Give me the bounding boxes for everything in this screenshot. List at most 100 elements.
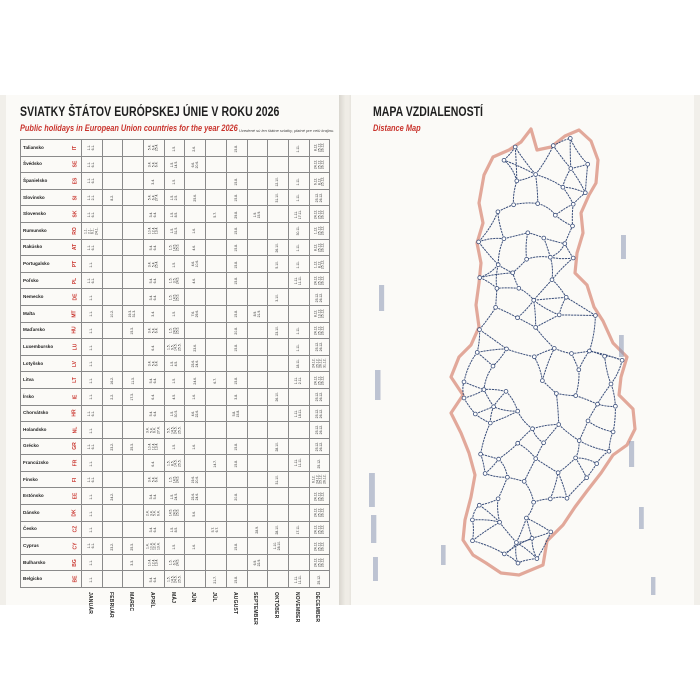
holiday-cell: 15.8. bbox=[225, 437, 248, 456]
holiday-cell bbox=[246, 404, 269, 423]
holiday-cell: 24.2. bbox=[101, 487, 124, 506]
country-name: Česko bbox=[20, 520, 69, 539]
holiday-dates: 1.1. bbox=[89, 493, 94, 500]
month-header: JANUÁR bbox=[82, 588, 103, 641]
road-line bbox=[608, 431, 614, 452]
holiday-cell: 6.4. bbox=[143, 338, 165, 356]
town-marker bbox=[548, 254, 553, 260]
road-line bbox=[505, 391, 519, 412]
road-line bbox=[517, 442, 537, 459]
holiday-cell: 1.5. 24.5. bbox=[163, 487, 186, 506]
town-marker bbox=[541, 235, 547, 241]
road-line bbox=[564, 225, 573, 244]
road-line bbox=[534, 347, 555, 358]
holiday-dates: 1.11. bbox=[295, 177, 300, 186]
town-marker bbox=[594, 461, 600, 466]
holiday-cell bbox=[122, 139, 145, 157]
holiday-cell: 1.5. 8.5. 14.5. 25.5. bbox=[163, 454, 186, 472]
holiday-cell: 25.6. bbox=[184, 188, 207, 207]
town-marker bbox=[493, 305, 498, 310]
holiday-cell: 1.5. bbox=[163, 255, 186, 273]
holiday-cell: 1.5. 8.5. bbox=[163, 520, 186, 539]
country-code-label: LT bbox=[72, 377, 78, 383]
road-line bbox=[551, 279, 567, 298]
town-marker bbox=[495, 262, 501, 268]
country-name: Lotyšsko bbox=[20, 354, 69, 373]
holiday-dates: 10.4. 12.4. 13.4. bbox=[147, 226, 159, 235]
road-line bbox=[503, 232, 528, 240]
road-line bbox=[479, 272, 513, 279]
distance-label bbox=[651, 577, 656, 595]
holiday-cell: 1.1. bbox=[81, 304, 103, 323]
holiday-cell bbox=[205, 421, 227, 439]
road-line bbox=[472, 521, 500, 542]
holiday-dates: 15.8. bbox=[233, 260, 238, 269]
holiday-cell bbox=[246, 421, 269, 439]
holiday-dates: 1.5. 2.5. bbox=[170, 194, 178, 201]
holiday-cell: 3.4. 5.4. bbox=[143, 487, 165, 506]
holiday-cell: 23.6. 24.6. bbox=[184, 487, 207, 506]
road-line bbox=[569, 138, 589, 165]
holiday-dates: 5.4. 6.4. bbox=[149, 244, 157, 251]
holiday-cell: 1.6. bbox=[184, 537, 207, 555]
table-row: Česko CZ 1.1. 3.4. 6.4. 1.5. 8.5. 5.7. 6.7. 28… bbox=[20, 520, 331, 539]
holiday-cell: 24.12. 25.12. 26.12. bbox=[308, 520, 331, 539]
holiday-cell: 3.3. bbox=[122, 553, 145, 572]
table-row: Švédsko SE 1.1. 6.1. 3.4. 5.4. 6.4. 1.5. 14.… bbox=[20, 155, 331, 174]
holiday-cell: 10.4. 12.4. 13.4. bbox=[143, 553, 165, 572]
holiday-cell bbox=[122, 570, 145, 589]
distance-label bbox=[629, 441, 635, 467]
holiday-dates: 1.1. 6.1. bbox=[87, 244, 95, 251]
holiday-cell bbox=[122, 404, 145, 423]
holiday-dates: 6.12. 24.12. 25.12. 26.12. bbox=[311, 474, 326, 485]
holiday-cell bbox=[246, 155, 269, 174]
holiday-dates: 1.11. bbox=[295, 260, 300, 269]
holiday-cell bbox=[205, 172, 227, 190]
country-code: RO bbox=[69, 221, 82, 240]
country-code-label: PT bbox=[71, 260, 78, 268]
holiday-cell: 25.3. bbox=[122, 437, 145, 456]
road-line bbox=[497, 264, 513, 274]
holiday-dates: 1.1. bbox=[89, 427, 94, 434]
country-code-label: CZ bbox=[71, 526, 78, 533]
holiday-dates: 24.2. bbox=[109, 492, 114, 501]
holiday-cell bbox=[122, 354, 145, 373]
holiday-cell: 1.5. 14.5. 25.5. bbox=[163, 288, 186, 306]
town-marker bbox=[510, 270, 516, 276]
town-marker bbox=[532, 354, 537, 360]
holiday-dates: 1.5. 8.5. bbox=[170, 526, 178, 533]
road-line bbox=[495, 306, 518, 319]
holiday-cell: 3.4. 6.4. bbox=[143, 205, 165, 223]
road-line bbox=[496, 287, 519, 289]
country-code-label: HR bbox=[71, 409, 78, 417]
town-marker bbox=[470, 538, 475, 544]
road-line bbox=[472, 519, 500, 523]
holiday-cell: 1.6. bbox=[184, 221, 207, 240]
holiday-cell: 25.12. 26.12. bbox=[308, 404, 331, 423]
holiday-cell: 6.4. bbox=[143, 387, 165, 406]
holiday-dates: 1.6. bbox=[192, 543, 197, 550]
holiday-cell bbox=[184, 321, 207, 340]
town-marker bbox=[515, 315, 520, 321]
road-line bbox=[517, 410, 533, 430]
holiday-cell: 26.10. bbox=[267, 238, 289, 257]
holiday-cell: 5.4. 6.4. 25.4. bbox=[143, 139, 165, 157]
holiday-cell: 3.10. bbox=[267, 288, 289, 306]
holiday-cell bbox=[184, 288, 207, 306]
month-label: DECEMBER bbox=[314, 592, 321, 623]
holiday-dates: 1.5. 4.5. bbox=[170, 360, 178, 367]
holiday-dates: 8.12. 13.12. 25.12. bbox=[313, 309, 325, 319]
holiday-dates: 1.5. 8.5. bbox=[170, 211, 178, 217]
holiday-dates: 3.4. 5.4. 6.4. 27.4. bbox=[145, 426, 161, 434]
holiday-cell bbox=[225, 421, 248, 439]
table-row: Fínsko FI 1.1. 6.1. 3.4. 5.4. 6.4. 1.5. 14.5… bbox=[20, 470, 331, 489]
holiday-cell bbox=[267, 421, 289, 439]
holiday-cell: 15.8. bbox=[225, 139, 248, 157]
town-marker bbox=[552, 346, 557, 351]
holiday-dates: 26.10. bbox=[275, 243, 280, 253]
holiday-cell bbox=[287, 387, 310, 406]
town-marker bbox=[541, 440, 546, 446]
holiday-dates: 15.3. bbox=[130, 327, 135, 335]
road-line bbox=[503, 159, 536, 175]
holiday-cell: 5.10. bbox=[267, 255, 289, 273]
